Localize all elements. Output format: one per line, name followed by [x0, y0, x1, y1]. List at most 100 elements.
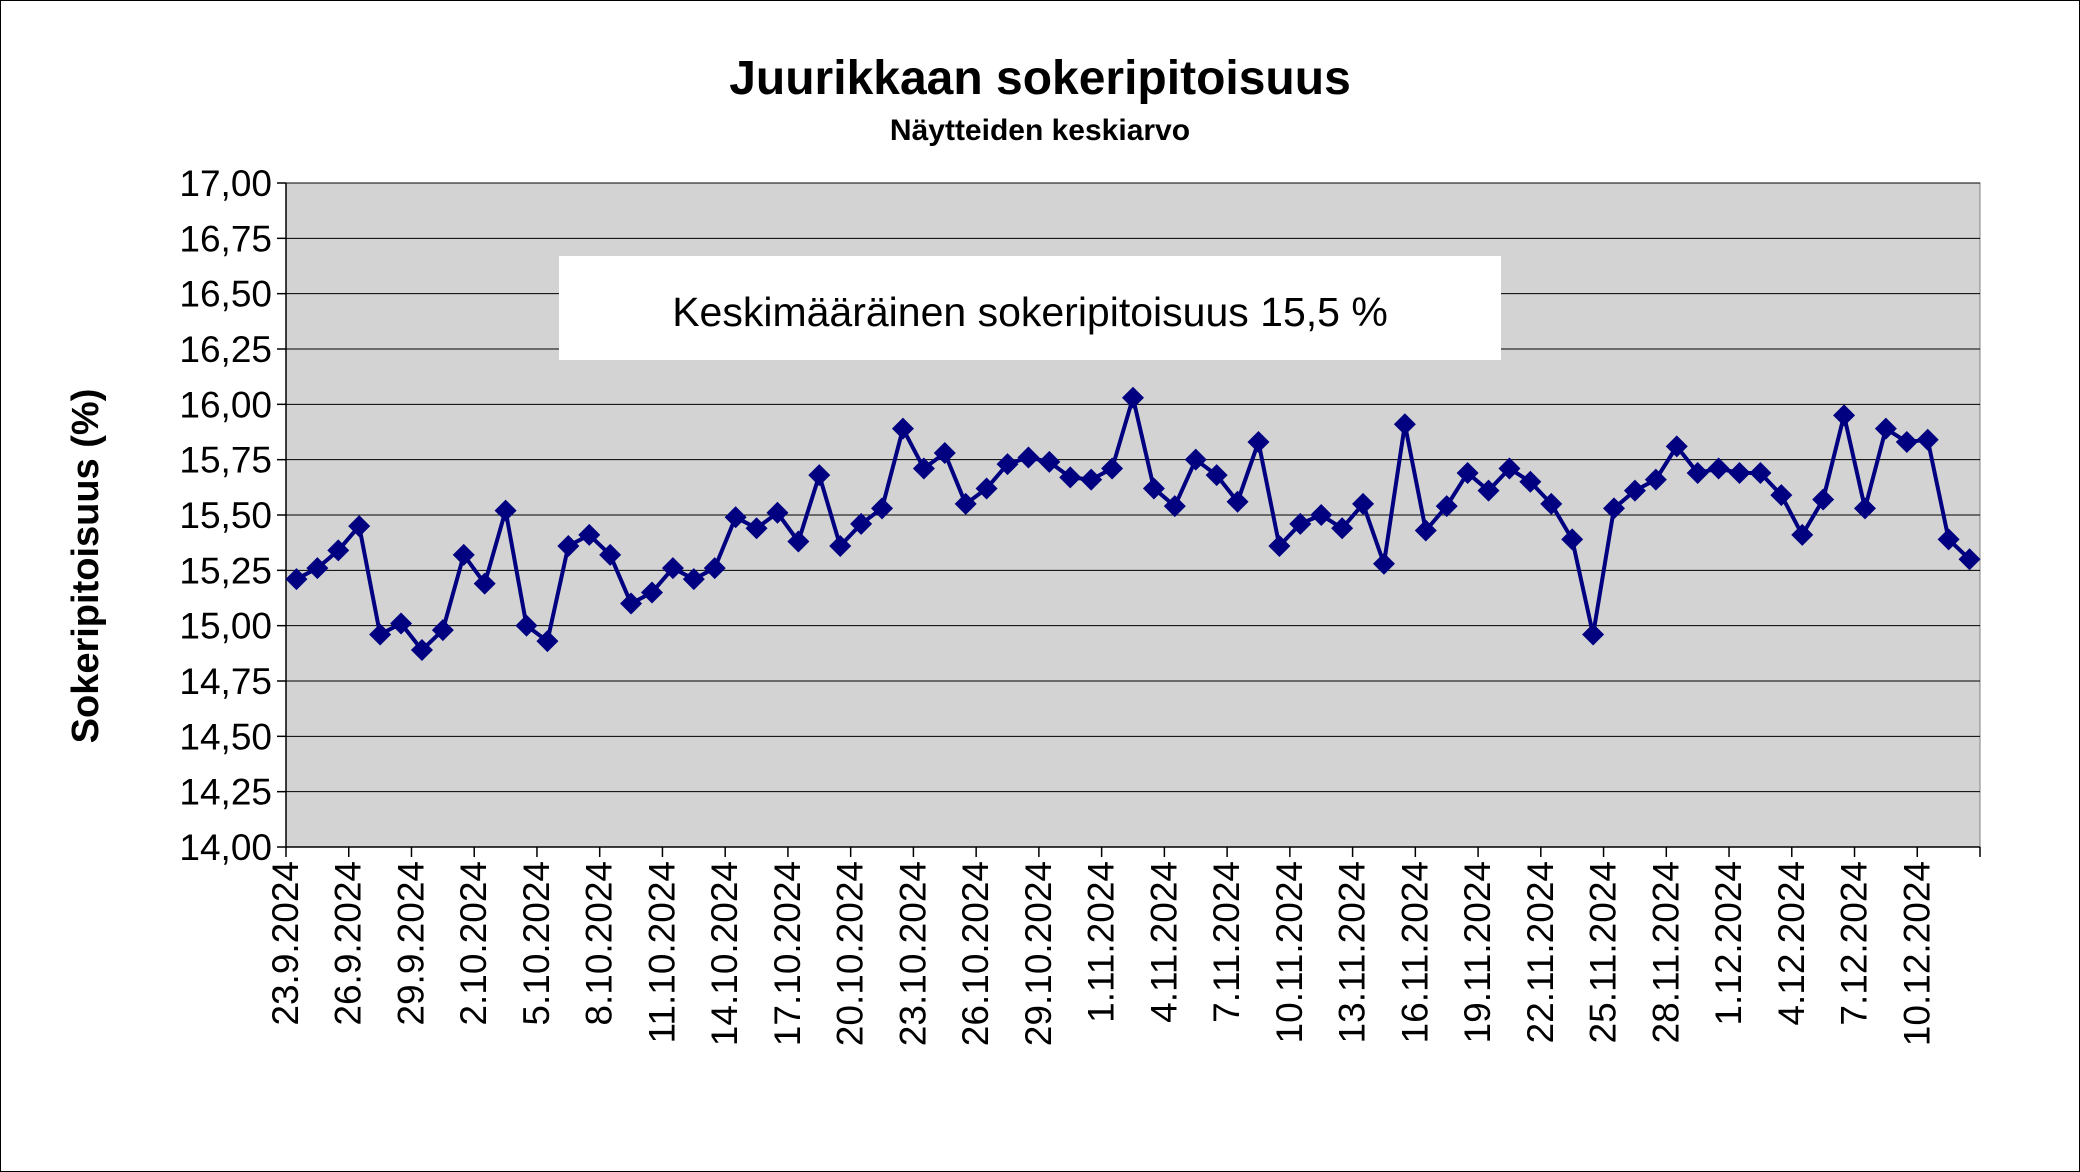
x-tick-label: 14.10.2024	[704, 861, 745, 1046]
data-point	[1163, 495, 1186, 518]
x-tick-label: 4.11.2024	[1143, 861, 1184, 1023]
x-tick-label: 19.11.2024	[1457, 861, 1498, 1043]
x-axis-ticks: 23.9.2024 26.9.2024 29.9.2024 2.10.2024 5.10…	[265, 847, 1981, 1046]
data-point	[661, 557, 684, 580]
x-tick-label: 26.10.2024	[955, 861, 996, 1046]
data-point	[599, 543, 622, 566]
data-point	[724, 506, 747, 529]
x-tick-label: 17.10.2024	[767, 861, 808, 1046]
data-point	[1289, 512, 1312, 535]
y-tick-label: 16,25	[179, 329, 272, 370]
data-point	[1226, 490, 1249, 513]
data-point	[1498, 457, 1521, 480]
x-tick-label: 4.12.2024	[1771, 861, 1812, 1026]
y-tick-label: 14,25	[179, 772, 272, 813]
x-tick-label: 20.10.2024	[830, 861, 871, 1046]
x-tick-label: 25.11.2024	[1583, 861, 1624, 1043]
data-point	[871, 497, 894, 520]
y-tick-label: 14,50	[179, 716, 272, 757]
x-tick-label: 1.12.2024	[1708, 861, 1749, 1026]
y-tick-label: 16,00	[179, 384, 272, 425]
data-point	[369, 623, 392, 646]
data-point	[536, 630, 559, 653]
x-tick-label: 16.11.2024	[1394, 861, 1435, 1043]
data-point	[954, 492, 977, 515]
data-point	[1017, 446, 1040, 469]
data-point	[1122, 386, 1144, 409]
data-point	[1665, 435, 1688, 458]
y-axis-ticks: 14,00 14,25 14,50 14,75 15,00 15,25 15,50 15,75…	[179, 163, 286, 868]
data-point	[1603, 497, 1626, 520]
x-tick-label: 10.11.2024	[1269, 861, 1310, 1043]
data-point	[1414, 519, 1437, 542]
data-point	[1853, 497, 1876, 520]
data-point	[1477, 479, 1500, 502]
data-point	[996, 453, 1019, 476]
data-point	[1874, 417, 1897, 440]
data-point	[682, 568, 705, 591]
series	[285, 386, 1981, 662]
y-tick-label: 15,50	[179, 495, 272, 536]
y-axis-label: Sokeripitoisuus (%)	[65, 389, 107, 744]
data-point	[1393, 413, 1416, 436]
data-point	[1707, 457, 1730, 480]
data-point	[1435, 495, 1458, 518]
data-point	[1958, 548, 1981, 571]
data-point	[1247, 430, 1270, 453]
data-point	[1101, 457, 1124, 480]
data-point	[285, 568, 308, 591]
data-point	[452, 543, 475, 566]
x-tick-label: 29.9.2024	[390, 861, 431, 1026]
data-point	[620, 592, 643, 615]
data-point	[1561, 528, 1584, 551]
x-tick-label: 5.10.2024	[516, 861, 557, 1026]
x-tick-label: 2.10.2024	[453, 861, 494, 1026]
data-point	[1791, 523, 1814, 546]
data-point	[1331, 517, 1354, 540]
data-point	[410, 639, 433, 662]
y-tick-label: 16,75	[179, 218, 272, 259]
data-point	[327, 539, 350, 562]
data-point	[515, 614, 538, 637]
x-tick-label: 26.9.2024	[328, 861, 369, 1026]
data-point	[1205, 464, 1228, 487]
gridlines	[286, 182, 1980, 793]
data-point	[1623, 479, 1646, 502]
annotation-box	[559, 256, 1501, 360]
y-tick-label: 14,00	[179, 827, 272, 868]
data-point	[1770, 484, 1793, 507]
x-tick-label: 1.11.2024	[1081, 861, 1122, 1023]
y-tick-label: 15,75	[179, 440, 272, 481]
data-point	[431, 619, 454, 642]
x-tick-label: 28.11.2024	[1645, 861, 1686, 1043]
data-point	[829, 534, 852, 557]
data-point	[808, 464, 831, 487]
data-point	[557, 534, 580, 557]
data-point	[348, 515, 371, 538]
data-point	[1519, 470, 1542, 493]
data-point	[473, 572, 496, 595]
data-point	[1456, 461, 1479, 484]
data-point	[640, 581, 663, 604]
x-tick-label: 23.10.2024	[892, 861, 933, 1046]
data-point	[766, 501, 789, 524]
data-point	[1372, 552, 1395, 575]
annotation-text: Keskimääräinen sokeripitoisuus 15,5 %	[672, 289, 1388, 335]
chart-subtitle: Näytteiden keskiarvo	[889, 114, 1191, 147]
data-point	[975, 477, 998, 500]
data-point	[1352, 492, 1375, 515]
data-point	[745, 517, 768, 540]
x-tick-label: 11.10.2024	[641, 861, 682, 1043]
data-point	[703, 557, 726, 580]
data-point	[850, 512, 873, 535]
x-tick-label: 7.12.2024	[1834, 861, 1875, 1026]
x-tick-label: 23.9.2024	[265, 861, 306, 1026]
data-point	[1937, 528, 1960, 551]
data-point	[1644, 468, 1667, 491]
y-tick-label: 14,75	[179, 661, 272, 702]
data-point	[1540, 492, 1563, 515]
data-point	[494, 499, 517, 522]
y-tick-label: 15,25	[179, 550, 272, 591]
